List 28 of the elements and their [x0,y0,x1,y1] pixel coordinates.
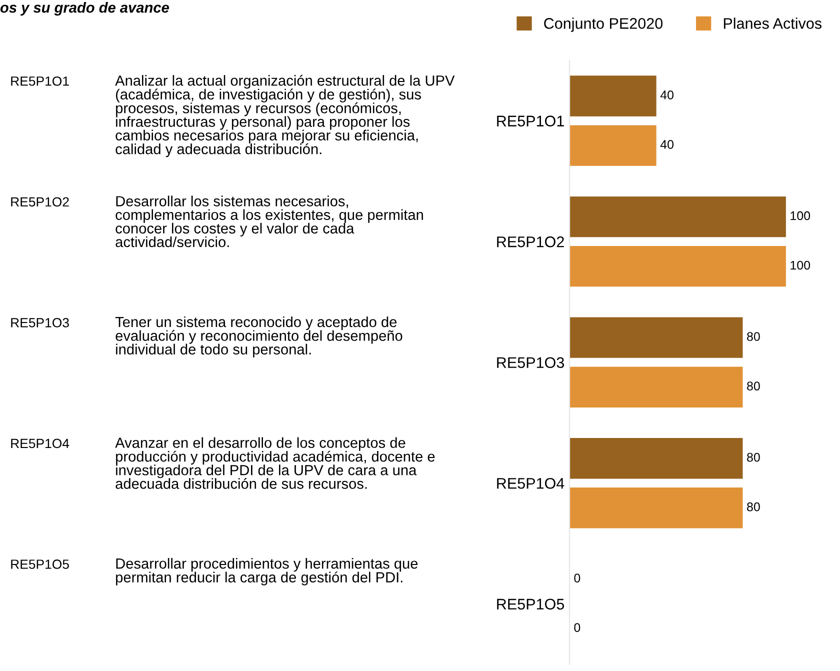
y-tick-label: RE5P1O4 [497,478,564,489]
data-label: 80 [747,502,760,512]
data-label: 100 [790,260,810,270]
category-label: RE5P1O4 [11,438,70,448]
text: Desarrollar los sistemas necesarios, complementarios a los existentes, que permitan conocer los costes y el valor de cada actividad/servicio. [116,196,423,248]
y-tick-label: RE5P1O3 [497,357,564,368]
text: Avanzar en el desarrollo de los conceptos de producción y productividad académica, docente e investigadora del PDI de la UPV de cara a una adecuada distribución de sus recursos. [115,437,435,489]
data-label: 80 [747,452,760,462]
category-label: RE5P1O1 [11,76,69,86]
data-label: 80 [747,332,760,341]
legend-label: Conjunto PE2020 [544,18,663,32]
category-label: RE5P1O5 [11,560,69,569]
y-tick-label: RE5P1O5 [497,598,564,610]
y-tick-label: RE5P1O1 [497,116,564,126]
data-label: 0 [574,623,580,632]
data-label: 40 [660,140,674,149]
data-label: 0 [574,574,580,582]
text: Desarrollar procedimientos y herramientas que permitan reducir la carga de gestión del PDI. [116,558,418,586]
category-label: RE5P1O3 [11,318,69,328]
data-label: 40 [660,90,674,100]
text: os y su grado de avance [0,2,169,16]
data-label: 100 [790,211,810,220]
text: Analizar la actual organización estructural de la UPV (académica, de investigación y de gestión), sus procesos, sistemas y recursos (económicos, infraestructuras y personal) para proponer los cambios necesarios para mejorar su eficiencia, calidad y adecuada distribución. [115,74,455,158]
text: Tener un sistema reconocido y aceptado de evaluación y reconocimiento del desempeño individual de todo su personal. [115,316,402,358]
category-label: RE5P1O2 [11,197,69,207]
y-tick-label: RE5P1O2 [497,236,564,248]
legend-label: Planes Activos [724,18,822,29]
data-label: 80 [747,382,760,390]
